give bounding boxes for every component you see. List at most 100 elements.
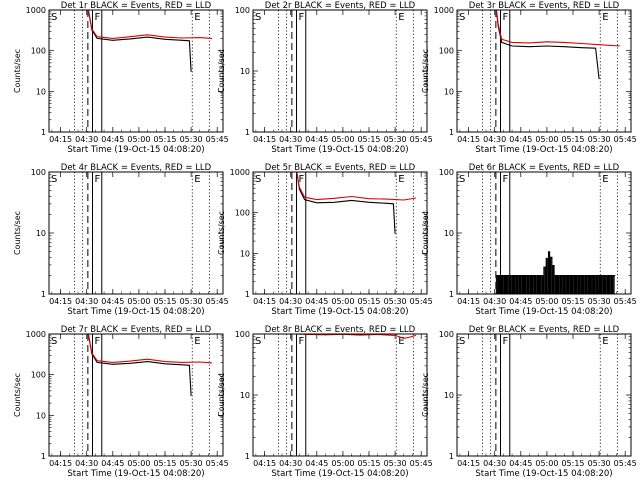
marker-label-s: S bbox=[459, 336, 465, 347]
y-axis-label: Counts/sec bbox=[13, 211, 22, 255]
plot-frame bbox=[456, 333, 632, 457]
y-tick-label: 1 bbox=[41, 290, 46, 299]
series-group bbox=[495, 10, 621, 80]
x-tick-label: 05:00 bbox=[535, 135, 558, 144]
plot-frame bbox=[48, 333, 224, 457]
x-tick-label: 04:30 bbox=[75, 459, 98, 468]
marker-label-s: S bbox=[51, 336, 57, 347]
x-tick-label: 05:45 bbox=[410, 459, 433, 468]
panel-title: Det 7r BLACK = Events, RED = LLD bbox=[61, 325, 212, 335]
detector-panel: Det 6r BLACK = Events, RED = LLD 1 10 100 04… bbox=[421, 163, 637, 317]
detector-panel: Det 9r BLACK = Events, RED = LLD 1 10 100 04… bbox=[421, 325, 637, 479]
x-tick-label: 05:00 bbox=[331, 297, 354, 306]
y-axis-label: Counts/sec bbox=[421, 373, 430, 417]
marker-label-e: E bbox=[602, 12, 608, 23]
series-group bbox=[87, 10, 213, 72]
panel-title: Det 8r BLACK = Events, RED = LLD bbox=[265, 325, 416, 335]
panel-title: Det 9r BLACK = Events, RED = LLD bbox=[469, 325, 620, 335]
x-tick-label: 04:15 bbox=[457, 297, 480, 306]
x-tick-label: 05:00 bbox=[127, 135, 150, 144]
x-axis-label: Start Time (19-Oct-15 04:08:20) bbox=[475, 145, 612, 155]
series-group bbox=[495, 251, 616, 294]
series-group bbox=[296, 172, 417, 234]
x-tick-label: 04:45 bbox=[509, 135, 532, 144]
lld-series-line bbox=[87, 10, 213, 39]
x-tick-label: 05:45 bbox=[206, 459, 229, 468]
x-axis-label: Start Time (19-Oct-15 04:08:20) bbox=[67, 469, 204, 479]
marker-label-f: F bbox=[503, 174, 509, 185]
x-tick-label: 04:30 bbox=[483, 135, 506, 144]
y-tick-label: 10 bbox=[444, 391, 454, 400]
marker-label-f: F bbox=[503, 336, 509, 347]
panel-title: Det 2r BLACK = Events, RED = LLD bbox=[265, 1, 416, 11]
x-tick-label: 05:15 bbox=[357, 297, 380, 306]
y-tick-label: 1 bbox=[41, 452, 46, 461]
x-tick-label: 05:00 bbox=[535, 297, 558, 306]
marker-label-e: E bbox=[602, 174, 608, 185]
marker-label-e: E bbox=[398, 336, 404, 347]
x-axis-label: Start Time (19-Oct-15 04:08:20) bbox=[67, 145, 204, 155]
y-tick-label: 1 bbox=[245, 290, 250, 299]
y-tick-label: 1 bbox=[245, 128, 250, 137]
y-axis-label: Counts/sec bbox=[421, 49, 430, 93]
x-tick-label: 05:15 bbox=[357, 135, 380, 144]
y-tick-label: 100 bbox=[235, 6, 250, 15]
x-tick-label: 05:00 bbox=[331, 459, 354, 468]
lld-series-line bbox=[295, 334, 417, 339]
x-tick-label: 04:15 bbox=[49, 297, 72, 306]
events-series-line bbox=[495, 10, 600, 80]
x-tick-label: 04:15 bbox=[457, 459, 480, 468]
detector-panel: Det 8r BLACK = Events, RED = LLD 1 10 100 04… bbox=[217, 325, 433, 479]
x-tick-label: 05:45 bbox=[614, 459, 637, 468]
x-tick-label: 05:00 bbox=[127, 297, 150, 306]
y-tick-label: 100 bbox=[31, 168, 46, 177]
marker-label-f: F bbox=[95, 174, 101, 185]
marker-label-s: S bbox=[459, 174, 465, 185]
x-tick-label: 04:15 bbox=[49, 135, 72, 144]
marker-label-s: S bbox=[255, 12, 261, 23]
y-tick-label: 1 bbox=[449, 290, 454, 299]
events-series-line bbox=[87, 10, 192, 72]
events-series-line bbox=[495, 251, 616, 294]
y-tick-label: 1 bbox=[449, 452, 454, 461]
series-group bbox=[87, 334, 213, 396]
y-tick-label: 100 bbox=[31, 47, 46, 56]
y-tick-label: 1 bbox=[41, 128, 46, 137]
x-tick-label: 05:15 bbox=[561, 297, 584, 306]
x-tick-label: 04:15 bbox=[253, 135, 276, 144]
x-tick-label: 05:00 bbox=[331, 135, 354, 144]
y-tick-label: 10 bbox=[444, 229, 454, 238]
marker-label-s: S bbox=[51, 12, 57, 23]
y-tick-label: 1 bbox=[449, 128, 454, 137]
x-tick-label: 05:45 bbox=[410, 135, 433, 144]
y-axis-label: Counts/sec bbox=[421, 211, 430, 255]
y-tick-label: 10 bbox=[36, 411, 46, 420]
y-tick-label: 100 bbox=[31, 371, 46, 380]
x-tick-label: 05:30 bbox=[588, 297, 611, 306]
marker-label-s: S bbox=[51, 174, 57, 185]
y-tick-label: 10 bbox=[240, 391, 250, 400]
events-series-line bbox=[296, 172, 396, 234]
marker-label-f: F bbox=[95, 336, 101, 347]
x-tick-label: 04:45 bbox=[305, 459, 328, 468]
x-tick-label: 04:30 bbox=[279, 297, 302, 306]
y-tick-label: 10 bbox=[444, 87, 454, 96]
y-tick-label: 1 bbox=[245, 452, 250, 461]
lld-series-line bbox=[87, 334, 213, 364]
panel-title: Det 6r BLACK = Events, RED = LLD bbox=[469, 163, 620, 173]
x-tick-label: 05:00 bbox=[535, 459, 558, 468]
marker-label-e: E bbox=[398, 12, 404, 23]
y-tick-label: 100 bbox=[235, 330, 250, 339]
marker-label-e: E bbox=[194, 174, 200, 185]
marker-label-e: E bbox=[398, 174, 404, 185]
x-tick-label: 05:45 bbox=[206, 297, 229, 306]
x-tick-label: 04:15 bbox=[253, 459, 276, 468]
y-tick-label: 100 bbox=[439, 47, 454, 56]
y-tick-label: 1000 bbox=[26, 6, 46, 15]
marker-label-s: S bbox=[459, 12, 465, 23]
y-tick-label: 100 bbox=[439, 330, 454, 339]
x-tick-label: 05:45 bbox=[206, 135, 229, 144]
panel-title: Det 4r BLACK = Events, RED = LLD bbox=[61, 163, 212, 173]
panel-title: Det 3r BLACK = Events, RED = LLD bbox=[469, 1, 620, 11]
marker-label-f: F bbox=[299, 174, 305, 185]
